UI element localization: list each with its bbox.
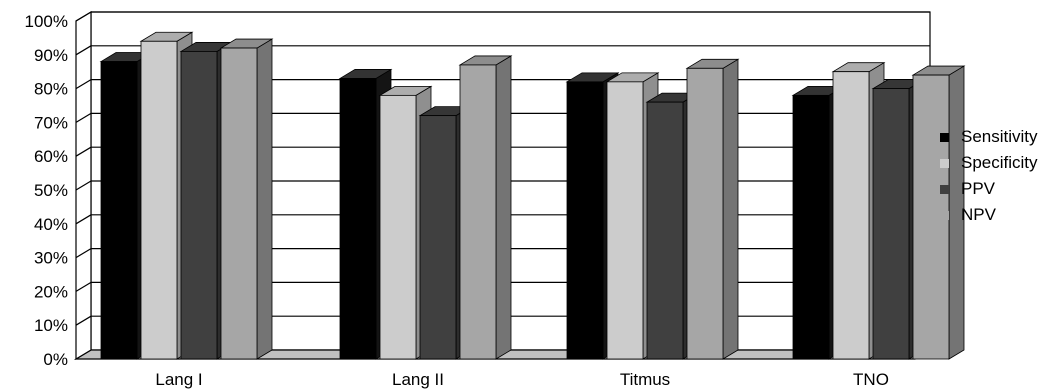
legend-label: PPV [961,179,996,198]
legend: Sensitivity Specificity PPV NPV [940,124,1038,228]
bar [685,58,740,360]
legend-item: NPV [940,202,1038,228]
gridline-side [75,79,92,90]
legend-label: NPV [961,205,996,224]
legend-swatch [940,158,949,168]
gridline-side [75,180,92,191]
legend-item: Sensitivity [940,124,1038,150]
bars [99,31,966,360]
gridline-side [75,248,92,259]
y-tick-label: 30% [34,249,68,268]
gridline-side [75,146,92,157]
legend-item: PPV [940,176,1038,202]
y-tick-label: 40% [34,215,68,234]
x-tick-label: Titmus [620,370,670,389]
x-tick-label: TNO [853,370,889,389]
y-axis-ticks: 0% 10% 20% 30% 40% 50% 60% 70% 80% 90% 100% [25,12,68,369]
y-tick-label: 50% [34,181,68,200]
x-tick-label: Lang I [155,370,202,389]
y-tick-label: 80% [34,80,68,99]
y-tick-label: 20% [34,282,68,301]
gridline-side [75,281,92,292]
gridline-side [75,11,92,22]
legend-swatch [940,210,949,220]
gridline-side [75,45,92,56]
y-tick-label: 100% [25,12,68,31]
x-tick-label: Lang II [392,370,444,389]
gridline-side [75,112,92,123]
y-tick-label: 90% [34,46,68,65]
bar [911,65,966,360]
legend-swatch [940,184,949,194]
legend-label: Specificity [961,153,1038,172]
y-tick-label: 70% [34,113,68,132]
legend-swatch [940,132,949,142]
legend-label: Sensitivity [961,127,1038,146]
bar [458,55,513,360]
x-axis-ticks: Lang I Lang II Titmus TNO [155,370,889,389]
gridline-side [75,315,92,326]
legend-item: Specificity [940,150,1038,176]
bar [219,38,274,360]
y-tick-label: 10% [34,316,68,335]
gridline-side [75,214,92,225]
y-tick-label: 60% [34,147,68,166]
y-tick-label: 0% [43,350,68,369]
